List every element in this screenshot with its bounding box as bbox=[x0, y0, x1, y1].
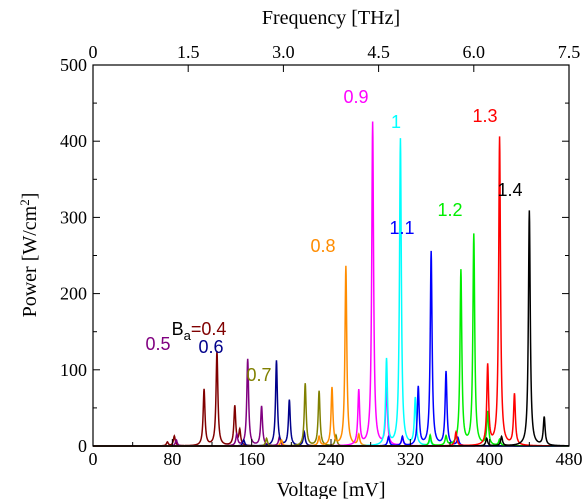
top-tick-label: 7.5 bbox=[558, 42, 581, 62]
legend-prefix: B bbox=[172, 319, 184, 339]
y-axis-title-sup: 2 bbox=[17, 199, 32, 206]
series-label-6: 1 bbox=[391, 112, 401, 132]
y-tick-label: 200 bbox=[60, 284, 87, 304]
legend-value: =0.4 bbox=[191, 319, 227, 339]
series-label-9: 1.3 bbox=[472, 106, 497, 126]
top-tick-label: 1.5 bbox=[177, 42, 200, 62]
top-axis-title: Frequency [THz] bbox=[262, 7, 400, 29]
x-tick-label: 480 bbox=[556, 449, 583, 469]
y-tick-label: 0 bbox=[78, 436, 87, 456]
series-label-5: 0.9 bbox=[343, 87, 368, 107]
series-labels: Ba=0.40.5 0.60.70.80.911.11.21.31.4 bbox=[145, 87, 522, 385]
y-tick-label: 300 bbox=[60, 207, 87, 227]
top-tick-label: 3.0 bbox=[272, 42, 295, 62]
x-tick-label: 240 bbox=[318, 449, 345, 469]
top-tick-label: 6.0 bbox=[463, 42, 486, 62]
y-axis-title: Power [W/cm2] bbox=[17, 193, 41, 318]
series-label-0: Ba=0.4 bbox=[172, 319, 227, 343]
y-tick-label: 400 bbox=[60, 131, 87, 151]
x-tick-label: 160 bbox=[238, 449, 265, 469]
x-axis-title: Voltage [mV] bbox=[276, 479, 385, 499]
x-tick-label: 0 bbox=[89, 449, 98, 469]
y-tick-label: 100 bbox=[60, 360, 87, 380]
series-label-7: 1.1 bbox=[389, 218, 414, 238]
y-axis-title-close: ] bbox=[19, 193, 41, 200]
top-tick-label: 0 bbox=[89, 42, 98, 62]
x-tick-label: 400 bbox=[476, 449, 503, 469]
series-label-2: 0.6 bbox=[198, 337, 223, 357]
y-axis-title-main: Power [W/cm bbox=[19, 205, 41, 317]
series-label-1: 0.5 bbox=[145, 334, 170, 354]
y-ticks: 0 100 200 300 400 500 bbox=[60, 55, 569, 456]
y-tick-label: 500 bbox=[60, 55, 87, 75]
series-label-3: 0.7 bbox=[246, 365, 271, 385]
series-label-10: 1.4 bbox=[497, 180, 522, 200]
series-label-4: 0.8 bbox=[310, 236, 335, 256]
top-ticks: 0 1.5 3.0 4.5 6.0 7.5 bbox=[89, 42, 581, 72]
x-ticks: 0 80 160 240 320 400 480 bbox=[89, 439, 583, 469]
series-label-8: 1.2 bbox=[437, 200, 462, 220]
legend-sub: a bbox=[184, 328, 192, 343]
top-tick-label: 4.5 bbox=[367, 42, 390, 62]
x-tick-label: 80 bbox=[163, 449, 181, 469]
x-tick-label: 320 bbox=[397, 449, 424, 469]
